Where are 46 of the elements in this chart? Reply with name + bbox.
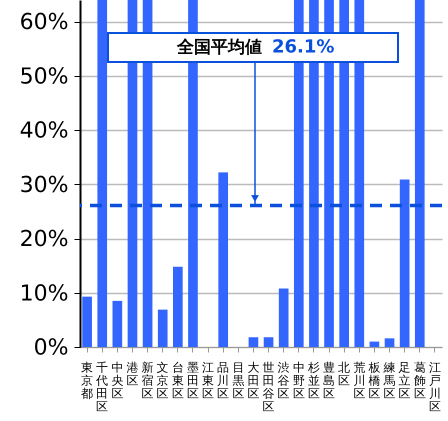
x-tick-label: 板橋区 [367,360,380,400]
x-tick-label: 目黒区 [232,360,244,400]
bar [264,337,274,347]
y-tick-label: 40% [20,118,68,144]
y-tick-label: 50% [20,64,68,90]
bar [172,266,183,347]
x-tick-label: 江東区 [202,360,214,400]
x-tick-label: 中央区 [111,360,124,400]
x-tick-label: 墨田区 [186,360,199,400]
x-tick-label: 文京区 [156,360,169,400]
x-tick-label: 杉並区 [306,360,320,400]
bar [370,342,380,347]
x-tick-label: 大田区 [247,360,260,400]
bar [158,310,168,347]
x-tick-label: 葛飾区 [414,360,426,400]
y-tick-label: 20% [20,227,68,252]
bar [82,296,92,347]
y-tick-label: 0% [34,336,68,360]
bar [400,179,410,347]
x-tick-label: 新宿区 [142,360,154,400]
x-tick-label: 台東区 [172,360,184,400]
x-tick-label: 豊島区 [323,360,336,400]
x-tick-label: 千代田区 [95,360,108,414]
bar [218,172,228,347]
bar [384,338,394,347]
ref-line-label: 全国平均値 26.1% [176,36,334,58]
x-tick-label: 渋谷区 [278,360,290,400]
bar [414,0,425,347]
x-tick-label: 港区 [126,360,138,388]
x-tick-label: 北区 [338,360,350,388]
y-tick-label: 60% [20,10,68,36]
x-tick-label: 中野区 [292,360,305,400]
x-tick-label: 世田谷区 [262,360,275,414]
x-tick-label: 品川区 [217,360,230,400]
y-tick-label: 30% [20,172,68,198]
bar [97,0,108,347]
x-tick-label: 荒川区 [353,360,366,400]
x-tick-label: 練馬区 [382,360,396,400]
y-tick-label: 10% [20,281,68,306]
bar [112,300,122,347]
x-tick-label: 江戸川区 [428,360,441,414]
x-tick-label: 足立区 [398,360,411,400]
bar [248,337,258,347]
bar [128,0,138,347]
bar [278,288,289,347]
x-tick-label: 東京都 [81,360,94,400]
